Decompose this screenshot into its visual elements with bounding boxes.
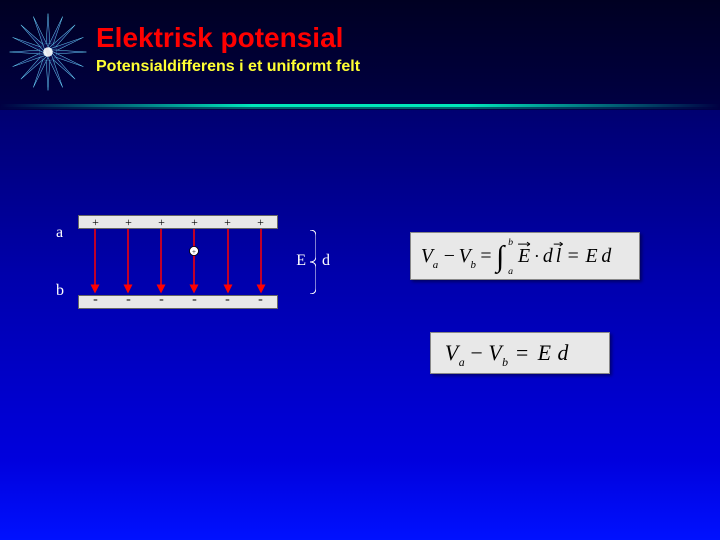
svg-text:−: −: [471, 341, 483, 365]
charge-minus: -: [258, 293, 263, 307]
equation-result: V a − V b = E d: [430, 332, 610, 374]
positive-plate: + + + + + +: [78, 215, 278, 229]
slide-title: Elektrisk potensial: [96, 22, 343, 54]
charge-plus: +: [224, 216, 231, 228]
point-a-label: a: [56, 224, 63, 242]
negative-plate: - - - - - -: [78, 295, 278, 309]
svg-text:=: =: [568, 245, 579, 267]
charge-minus: -: [126, 293, 131, 307]
header-region: [0, 0, 720, 110]
field-e-label: E: [296, 252, 306, 270]
distance-d-label: d: [322, 252, 330, 270]
distance-bracket: [310, 230, 316, 294]
field-lines: +: [78, 229, 278, 295]
svg-text:a: a: [433, 259, 439, 271]
charge-minus: -: [159, 293, 164, 307]
svg-text:=: =: [516, 341, 528, 365]
svg-text:a: a: [508, 266, 513, 277]
svg-text:·: ·: [534, 246, 540, 266]
slide-subtitle: Potensialdifferens i et uniformt felt: [96, 58, 360, 76]
equation-integral: V a − V b = ∫ b a E · d l = E d: [410, 232, 640, 280]
svg-text:E: E: [584, 245, 597, 267]
svg-text:E: E: [537, 341, 551, 365]
svg-text:a: a: [459, 355, 465, 369]
charge-plus: +: [257, 216, 264, 228]
compass-star-logo: [8, 12, 88, 92]
charge-minus: -: [192, 293, 197, 307]
svg-text:=: =: [480, 245, 491, 267]
svg-text:b: b: [502, 355, 508, 369]
svg-text:∫: ∫: [494, 241, 506, 274]
svg-text:b: b: [470, 259, 476, 271]
charge-minus: -: [93, 293, 98, 307]
svg-text:+: +: [192, 248, 196, 256]
svg-text:b: b: [508, 237, 513, 248]
svg-text:l: l: [556, 245, 562, 267]
charge-plus: +: [191, 216, 198, 228]
svg-text:−: −: [444, 245, 455, 267]
title-underline: [0, 104, 720, 110]
svg-text:E: E: [517, 245, 530, 267]
charge-minus: -: [225, 293, 230, 307]
charge-plus: +: [92, 216, 99, 228]
svg-text:d: d: [601, 245, 611, 267]
charge-plus: +: [125, 216, 132, 228]
uniform-field-diagram: + + + + + + - - - - - -: [60, 222, 290, 302]
point-b-label: b: [56, 282, 64, 300]
charge-plus: +: [158, 216, 165, 228]
svg-text:d: d: [543, 245, 553, 267]
svg-text:d: d: [558, 341, 569, 365]
